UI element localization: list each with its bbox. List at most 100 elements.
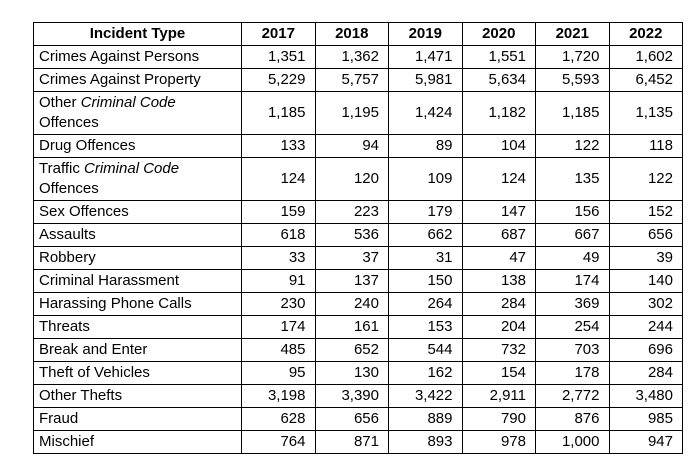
value-cell: 37: [314, 246, 389, 270]
value-cell: 156: [535, 200, 610, 224]
value-cell: 31: [388, 246, 463, 270]
header-cell-incident-type: Incident Type: [33, 22, 242, 46]
value-cell: 628: [241, 407, 316, 431]
row-label-cell: Other Criminal Code Offences: [33, 91, 242, 135]
value-cell: 39: [608, 246, 683, 270]
value-cell: 140: [608, 269, 683, 293]
table-row: Crimes Against Persons 1,351 1,362 1,471 1,5…: [33, 45, 683, 69]
value-cell: 137: [314, 269, 389, 293]
row-label-segment: Criminal Harassment: [39, 272, 180, 289]
value-cell: 154: [461, 361, 536, 385]
table-row: Assaults 618 536 662 687 667 656: [33, 223, 683, 247]
value-cell: 978: [461, 430, 536, 454]
value-cell: 5,229: [241, 68, 316, 92]
row-label-segment: Crimes Against Property: [39, 71, 201, 88]
table-header: Incident Type 2017 2018 2019 2020 2021 2022: [33, 22, 683, 46]
incident-type-table: Incident Type 2017 2018 2019 2020 2021 2022 Cr…: [33, 22, 683, 454]
row-label-cell: Assaults: [33, 223, 242, 247]
row-label-segment: Crimes Against Persons: [39, 48, 200, 65]
table-row: Crimes Against Property 5,229 5,757 5,981 5,…: [33, 68, 683, 92]
value-cell: 240: [314, 292, 389, 316]
value-cell: 159: [241, 200, 316, 224]
table-row: Threats 174 161 153 204 254 244: [33, 315, 683, 339]
value-cell: 135: [535, 157, 610, 201]
value-cell: 162: [388, 361, 463, 385]
value-cell: 161: [314, 315, 389, 339]
row-label-cell: Crimes Against Persons: [33, 45, 242, 69]
value-cell: 5,634: [461, 68, 536, 92]
row-label-segment: Assaults: [39, 226, 96, 243]
row-label-segment: Break and Enter: [39, 341, 148, 358]
value-cell: 130: [314, 361, 389, 385]
row-label-italic-segment: Criminal Code: [80, 94, 176, 111]
value-cell: 485: [241, 338, 316, 362]
value-cell: 124: [241, 157, 316, 201]
value-cell: 790: [461, 407, 536, 431]
table-row: Traffic Criminal Code Offences 124 120 109 1…: [33, 157, 683, 201]
row-label-cell: Threats: [33, 315, 242, 339]
value-cell: 120: [314, 157, 389, 201]
value-cell: 656: [314, 407, 389, 431]
value-cell: 703: [535, 338, 610, 362]
row-label-segment: Other: [39, 94, 81, 111]
row-label-cell: Mischief: [33, 430, 242, 454]
value-cell: 947: [608, 430, 683, 454]
value-cell: 104: [461, 134, 536, 158]
value-cell: 1,551: [461, 45, 536, 69]
value-cell: 1,185: [241, 91, 316, 135]
value-cell: 254: [535, 315, 610, 339]
row-label-cell: Theft of Vehicles: [33, 361, 242, 385]
table-row: Robbery 33 37 31 47 49 39: [33, 246, 683, 270]
value-cell: 1,424: [388, 91, 463, 135]
value-cell: 3,390: [314, 384, 389, 408]
row-label-cell: Robbery: [33, 246, 242, 270]
value-cell: 284: [608, 361, 683, 385]
table-row: Criminal Harassment 91 137 150 138 174 140: [33, 269, 683, 293]
row-label-cell: Harassing Phone Calls: [33, 292, 242, 316]
value-cell: 124: [461, 157, 536, 201]
value-cell: 147: [461, 200, 536, 224]
header-cell-year: 2018: [314, 22, 389, 46]
table-row: Drug Offences 133 94 89 104 122 118: [33, 134, 683, 158]
value-cell: 178: [535, 361, 610, 385]
value-cell: 179: [388, 200, 463, 224]
value-cell: 122: [608, 157, 683, 201]
value-cell: 1,720: [535, 45, 610, 69]
value-cell: 47: [461, 246, 536, 270]
row-label-cell: Fraud: [33, 407, 242, 431]
value-cell: 1,185: [535, 91, 610, 135]
value-cell: 662: [388, 223, 463, 247]
row-label-cell: Criminal Harassment: [33, 269, 242, 293]
row-label-segment: Harassing Phone Calls: [39, 295, 192, 312]
header-cell-year: 2020: [461, 22, 536, 46]
header-cell-year: 2022: [608, 22, 683, 46]
value-cell: 652: [314, 338, 389, 362]
value-cell: 985: [608, 407, 683, 431]
value-cell: 133: [241, 134, 316, 158]
value-cell: 244: [608, 315, 683, 339]
value-cell: 150: [388, 269, 463, 293]
row-label-segment: Drug Offences: [39, 137, 136, 154]
table-row: Other Thefts 3,198 3,390 3,422 2,911 2,772 3,4…: [33, 384, 683, 408]
value-cell: 1,602: [608, 45, 683, 69]
value-cell: 764: [241, 430, 316, 454]
value-cell: 369: [535, 292, 610, 316]
row-label-segment: Offences: [39, 180, 99, 197]
row-label-cell: Crimes Against Property: [33, 68, 242, 92]
header-cell-year: 2021: [535, 22, 610, 46]
value-cell: 153: [388, 315, 463, 339]
row-label-segment: Sex Offences: [39, 203, 129, 220]
row-label-cell: Drug Offences: [33, 134, 242, 158]
value-cell: 667: [535, 223, 610, 247]
value-cell: 893: [388, 430, 463, 454]
row-label-segment: Offences: [39, 114, 99, 131]
row-label-cell: Other Thefts: [33, 384, 242, 408]
value-cell: 91: [241, 269, 316, 293]
header-cell-year: 2017: [241, 22, 316, 46]
row-label-cell: Sex Offences: [33, 200, 242, 224]
row-label-segment: Fraud: [39, 410, 79, 427]
value-cell: 2,911: [461, 384, 536, 408]
value-cell: 1,195: [314, 91, 389, 135]
table-row: Mischief 764 871 893 978 1,000 947: [33, 430, 683, 454]
